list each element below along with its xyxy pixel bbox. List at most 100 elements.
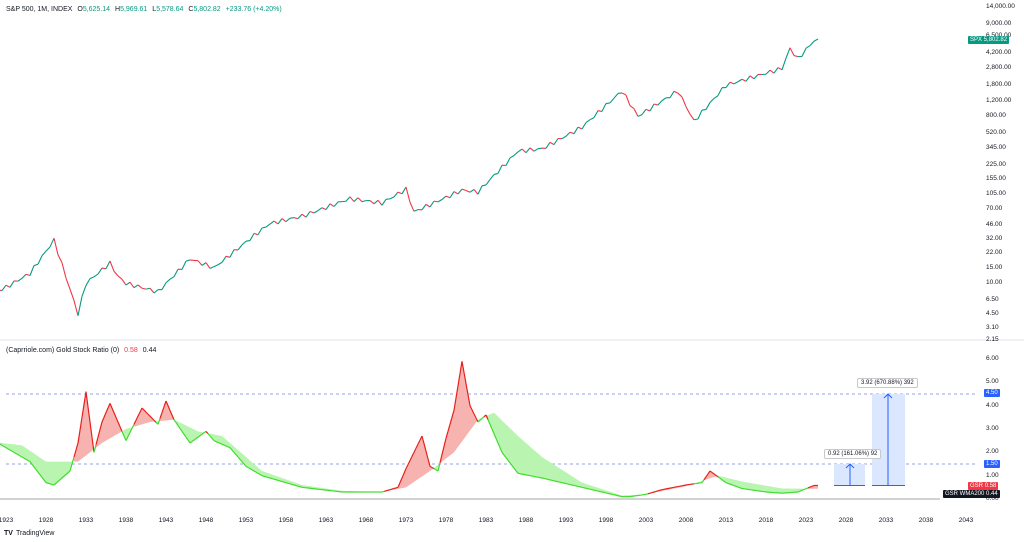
top-y-tick: 800.00 bbox=[986, 112, 1006, 120]
bottom-legend: (Caprriole.com) Gold Stock Ratio (0) 0.5… bbox=[6, 347, 159, 354]
gsr-line-segment bbox=[113, 412, 117, 418]
gsr-line-segment bbox=[295, 485, 299, 487]
gsr-fill bbox=[44, 460, 46, 483]
gsr-fill bbox=[538, 453, 540, 478]
gsr-fill bbox=[108, 403, 110, 440]
gsr-fill bbox=[514, 432, 516, 471]
gsr-line-segment bbox=[719, 477, 723, 481]
spx-candle bbox=[553, 138, 559, 145]
spx-candle bbox=[273, 220, 279, 225]
gsr-line-segment bbox=[259, 473, 263, 477]
spx-tag-value: 5,802.82 bbox=[983, 37, 1008, 43]
gsr-line-segment bbox=[805, 487, 809, 490]
gsr-fill bbox=[580, 481, 582, 488]
spx-tag-symbol: SPX bbox=[970, 37, 983, 43]
spx-candle bbox=[29, 265, 35, 276]
gsr-fill bbox=[270, 473, 272, 479]
top-y-tick: 345.00 bbox=[986, 144, 1006, 152]
gsr-line-segment bbox=[129, 428, 133, 433]
gsr-fill bbox=[244, 455, 246, 467]
gsr-line-segment bbox=[711, 471, 715, 475]
gsr-line-segment bbox=[485, 414, 489, 420]
gsr-fill bbox=[268, 473, 270, 478]
gsr-line-segment bbox=[271, 478, 275, 480]
spx-candle bbox=[713, 95, 719, 99]
gsr-line-segment bbox=[109, 403, 113, 409]
gsr-line-segment bbox=[1, 444, 5, 448]
gsr-fill bbox=[522, 439, 524, 475]
gsr-line-segment bbox=[387, 489, 391, 491]
gsr-line-segment bbox=[735, 485, 739, 488]
gsr-fill bbox=[224, 437, 226, 446]
gsr-line-segment bbox=[163, 400, 167, 408]
gsr-line-segment bbox=[473, 413, 477, 419]
spx-candle bbox=[733, 81, 739, 85]
gsr-fill bbox=[778, 487, 780, 494]
gsr-line-segment bbox=[229, 447, 233, 451]
x-tick: 1933 bbox=[78, 517, 94, 524]
gsr-line-segment bbox=[705, 473, 709, 478]
spx-candle bbox=[21, 273, 27, 279]
gsr-fill bbox=[410, 456, 412, 485]
gsr-line-segment bbox=[263, 475, 267, 478]
spx-candle bbox=[421, 204, 427, 211]
gsr-line-segment bbox=[269, 477, 273, 480]
gsr-line-segment bbox=[403, 468, 407, 474]
spx-candle bbox=[133, 284, 139, 289]
bottom-y-tick: 6.00 bbox=[986, 355, 999, 362]
spx-candle bbox=[505, 157, 511, 166]
spx-candle bbox=[321, 207, 327, 211]
gsr-line-segment bbox=[449, 417, 453, 425]
top-y-tick: 15.00 bbox=[986, 263, 1003, 271]
gsr-fill bbox=[50, 461, 52, 485]
gsr-line-segment bbox=[95, 437, 99, 445]
gsr-fill bbox=[264, 471, 266, 477]
measure-small-label: 0.92 (161.06%) 92 bbox=[824, 449, 882, 459]
gsr-fill bbox=[744, 481, 746, 490]
spx-candle bbox=[709, 98, 715, 103]
gsr-line-segment bbox=[733, 485, 737, 487]
gsr-fill bbox=[68, 461, 70, 473]
gsr-fill bbox=[502, 420, 504, 455]
gsr-line-segment bbox=[511, 465, 515, 469]
gsr-line-segment bbox=[81, 404, 85, 418]
spx-candle bbox=[565, 131, 571, 137]
spx-candle bbox=[673, 90, 679, 94]
spx-candle bbox=[649, 103, 655, 112]
gsr-line-segment bbox=[99, 421, 103, 430]
gsr-fill bbox=[562, 469, 564, 484]
top-y-tick: 14,000.00 bbox=[986, 3, 1015, 10]
gsr-line-segment bbox=[251, 469, 255, 472]
spx-candle bbox=[573, 126, 579, 134]
gsr-line-segment bbox=[799, 489, 803, 492]
tradingview-brand[interactable]: TV TradingView bbox=[4, 530, 54, 537]
spx-candle bbox=[693, 118, 699, 121]
gsr-fill bbox=[534, 450, 536, 477]
spx-candle bbox=[401, 186, 407, 195]
top-y-tick: 32.00 bbox=[986, 234, 1003, 242]
spx-candle bbox=[437, 199, 443, 203]
gsr-fill bbox=[492, 412, 494, 434]
gsr-line-segment bbox=[159, 412, 163, 419]
gsr-fill bbox=[736, 480, 738, 488]
gsr-line-segment bbox=[255, 471, 259, 474]
spx-candle bbox=[301, 213, 307, 218]
spx-candle bbox=[597, 110, 603, 112]
gsr-line-segment bbox=[703, 476, 707, 481]
spx-candle bbox=[141, 287, 147, 290]
spx-candle bbox=[441, 195, 447, 200]
gsr-fill bbox=[136, 416, 138, 427]
gsr-fill bbox=[548, 460, 550, 480]
gsr-fill bbox=[726, 477, 728, 484]
gsr-line-segment bbox=[59, 477, 63, 481]
gsr-line-segment bbox=[231, 449, 235, 453]
gsr-line-segment bbox=[385, 489, 389, 492]
spx-candle bbox=[185, 259, 191, 262]
gsr-line-segment bbox=[19, 455, 23, 458]
spx-candle bbox=[173, 268, 179, 277]
gsr-fill bbox=[734, 479, 736, 487]
gsr-fill bbox=[470, 405, 472, 431]
gsr-line-segment bbox=[169, 410, 173, 416]
gsr-line-segment bbox=[9, 449, 13, 452]
